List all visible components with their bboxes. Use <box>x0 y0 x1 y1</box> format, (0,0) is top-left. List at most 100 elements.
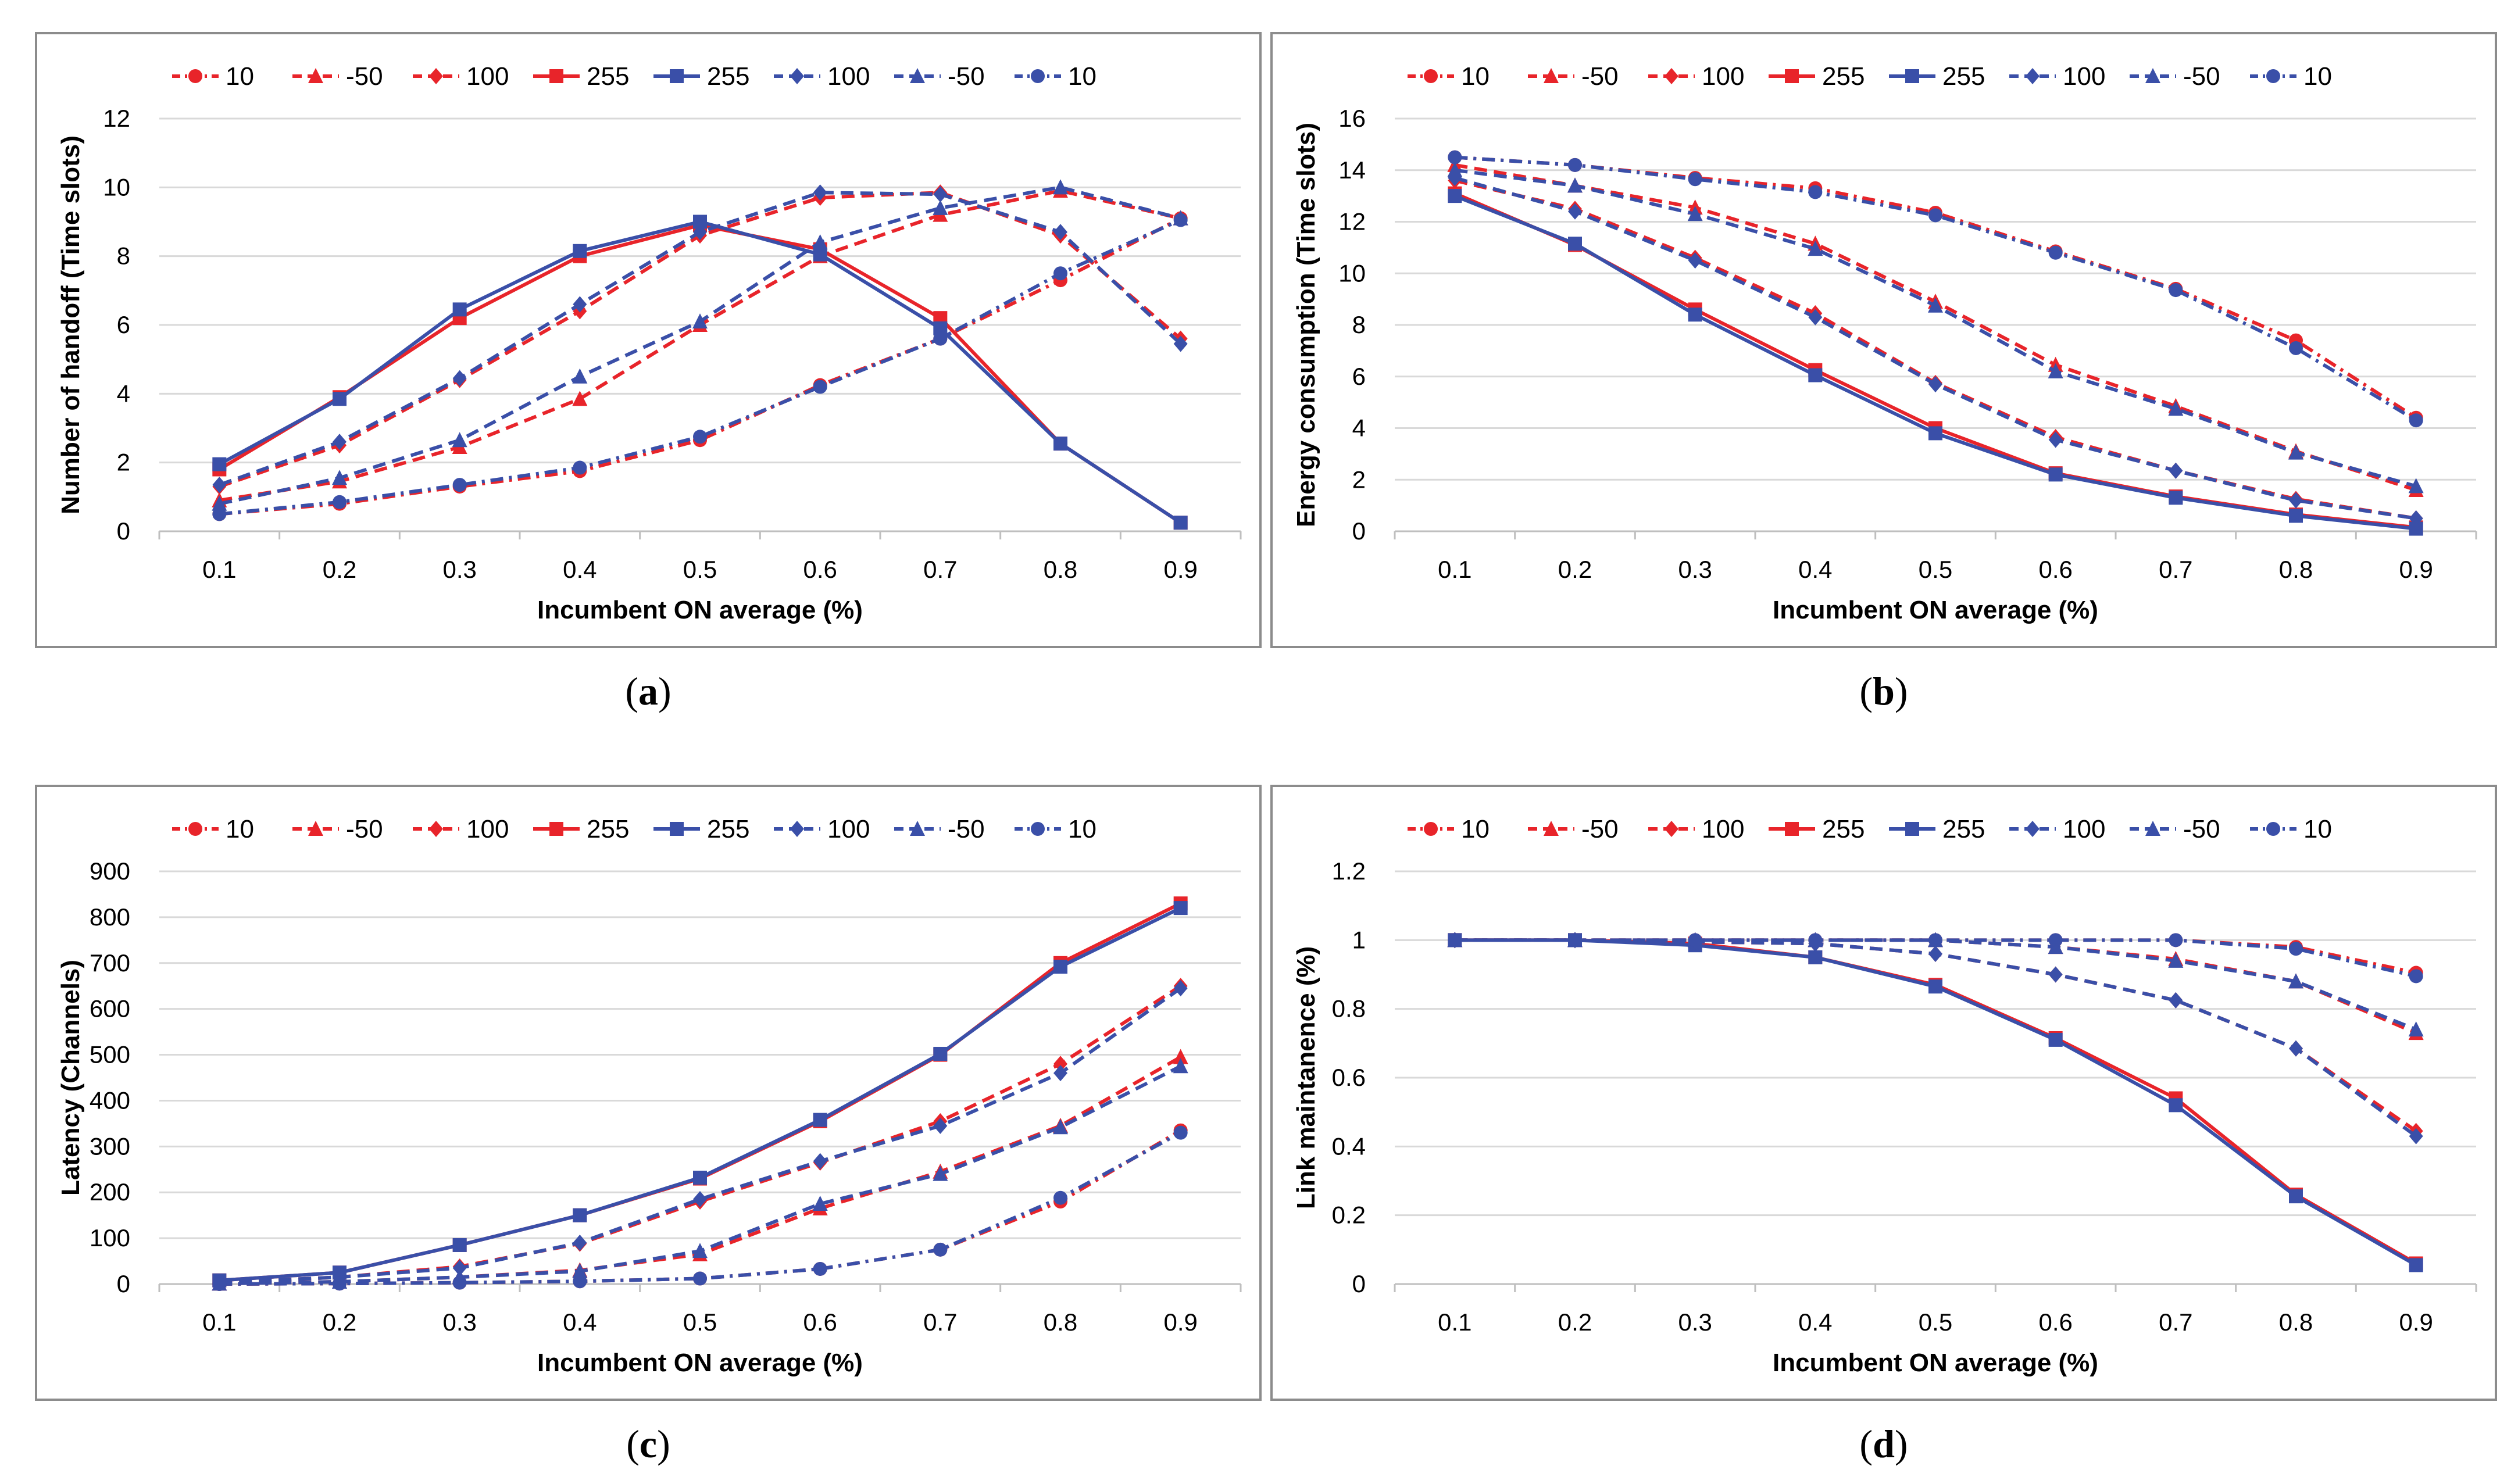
legend-item: 10 <box>2250 815 2332 843</box>
legend-marker <box>790 68 804 84</box>
y-tick-label: 0 <box>117 517 130 545</box>
y-tick-label: 0 <box>1352 517 1366 545</box>
data-point <box>1688 307 1702 322</box>
x-tick-label: 0.2 <box>1558 1308 1592 1336</box>
legend-item: 100 <box>1648 62 1744 91</box>
legend-marker <box>1905 822 1919 836</box>
y-axis-label: Energy consumption (Time slots) <box>1292 123 1320 527</box>
y-tick-label: 10 <box>103 173 130 201</box>
data-point <box>1928 208 1942 223</box>
data-point <box>573 1274 587 1289</box>
y-tick-label: 0 <box>117 1270 130 1297</box>
caption-b: (b) <box>1859 669 1908 713</box>
series-blue-255 <box>212 214 1188 530</box>
x-tick-label: 0.8 <box>1044 556 1077 583</box>
legend-item: -50 <box>894 815 985 843</box>
series-red-100 <box>1448 932 2423 1139</box>
data-point <box>813 380 827 394</box>
x-tick-label: 0.5 <box>1919 1308 1952 1336</box>
y-axis-label: Link maintanence (%) <box>1292 946 1320 1209</box>
data-point <box>572 368 588 384</box>
legend-item: -50 <box>292 62 383 91</box>
series-blue-255 <box>1448 933 2423 1272</box>
chart-panel-c: 0 100 200 300 400 500 600 700 800 900 0.1 0.2 0.3 0.4… <box>35 785 1262 1401</box>
chart-panel-a: 0 2 4 6 8 10 12 0.1 0.2 0.3 0.4 0.5 0.6 0.7 0.8 0.9 Incu… <box>35 32 1262 648</box>
series-line <box>1455 938 2417 978</box>
x-tick-label: 0.6 <box>803 1308 837 1336</box>
data-point <box>933 1165 948 1181</box>
legend-item: 10 <box>1015 815 1097 843</box>
data-point <box>452 302 467 317</box>
caption-a: (a) <box>625 669 672 713</box>
x-tick-label: 0.2 <box>1558 556 1592 583</box>
y-tick-label: 700 <box>90 949 130 977</box>
legend-label: 10 <box>2303 815 2332 843</box>
data-point <box>2168 400 2184 416</box>
data-point <box>332 470 347 485</box>
x-tick-label: 0.2 <box>323 1308 356 1336</box>
legend-label: 255 <box>587 815 629 843</box>
chart-a-svg: 0 2 4 6 8 10 12 0.1 0.2 0.3 0.4 0.5 0.6 0.7 0.8 0.9 Incu… <box>56 62 1242 624</box>
data-point <box>333 1276 347 1291</box>
legend-marker <box>1544 68 1559 83</box>
data-point <box>2048 933 2063 947</box>
legend-label: 100 <box>2063 815 2105 843</box>
legend-item: 10 <box>1408 62 1490 91</box>
series-blue-10 <box>1448 933 2423 984</box>
data-point <box>2168 952 2184 968</box>
legend-label: 10 <box>1461 815 1490 843</box>
y-tick-label: 2 <box>117 449 130 476</box>
data-point <box>1928 426 1942 441</box>
legend-marker <box>188 69 202 83</box>
series-blue-10 <box>1448 150 2423 428</box>
data-point <box>1808 241 1823 256</box>
legend-label: 255 <box>707 815 749 843</box>
data-point <box>933 199 948 215</box>
y-tick-label: 4 <box>1352 414 1366 442</box>
data-point <box>1568 933 1582 947</box>
data-point <box>1173 335 1188 352</box>
legend-item: -50 <box>894 62 985 91</box>
data-point <box>813 1261 827 1276</box>
legend-marker <box>2266 822 2280 836</box>
legend-marker <box>188 822 202 836</box>
legend-item: 10 <box>172 815 254 843</box>
legend-marker <box>2145 821 2160 836</box>
legend-item: 255 <box>653 62 749 91</box>
legend-label: 100 <box>827 815 870 843</box>
data-point <box>1053 1119 1068 1135</box>
legend-item: 10 <box>172 62 254 91</box>
legend-item: 255 <box>1889 62 1985 91</box>
y-tick-label: 8 <box>117 242 130 270</box>
y-tick-label: 0.2 <box>1332 1201 1366 1229</box>
legend-label: 10 <box>1068 62 1097 91</box>
x-tick-label: 0.1 <box>202 556 236 583</box>
legend-marker <box>308 821 323 836</box>
data-point <box>2409 1128 2423 1145</box>
series-blue-10 <box>212 1125 1188 1291</box>
data-point <box>933 331 948 346</box>
data-point <box>452 478 467 492</box>
series-blue-100 <box>1448 170 2423 527</box>
data-point <box>933 1046 948 1061</box>
x-tick-label: 0.4 <box>1798 556 1832 583</box>
data-point <box>2289 942 2303 956</box>
data-point <box>2409 413 2423 428</box>
legend: 10 -50 100 255 255 100 -50 10 <box>172 815 1097 843</box>
data-point <box>1448 150 1462 165</box>
data-point <box>1808 950 1823 964</box>
data-point <box>1568 158 1582 172</box>
data-point <box>1808 368 1823 382</box>
x-tick-label: 0.3 <box>1678 1308 1712 1336</box>
legend-marker <box>1785 69 1799 83</box>
data-point <box>933 1117 948 1134</box>
data-point <box>1688 172 1702 187</box>
x-tick-label: 0.4 <box>1798 1308 1832 1336</box>
legend-label: 100 <box>466 815 509 843</box>
legend-marker <box>2145 68 2160 83</box>
data-point <box>1928 297 1943 313</box>
data-point <box>692 1243 708 1258</box>
x-tick-label: 0.9 <box>1163 1308 1197 1336</box>
series-line <box>1454 191 2416 530</box>
data-point <box>2048 363 2063 378</box>
